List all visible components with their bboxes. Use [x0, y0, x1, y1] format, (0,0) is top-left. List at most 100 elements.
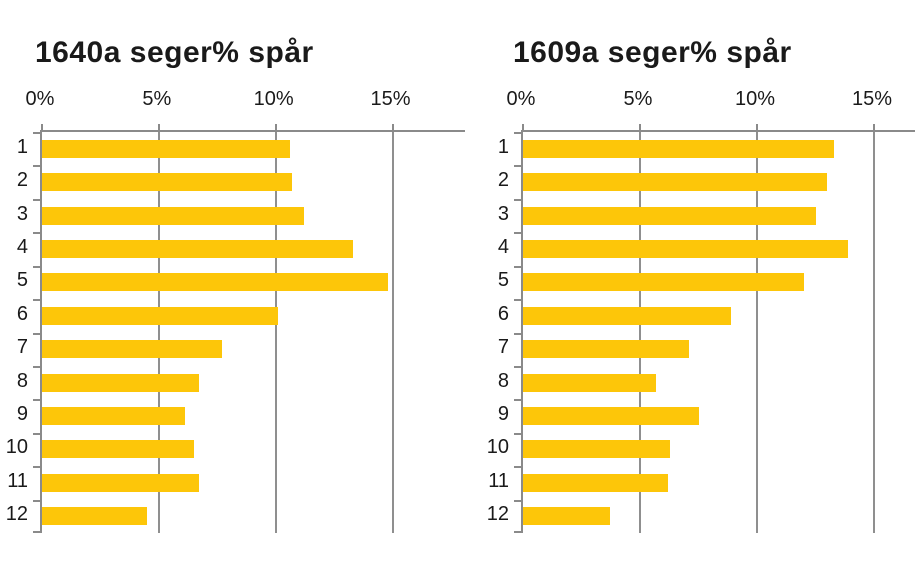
y-axis-tick — [514, 299, 523, 302]
y-axis-tick — [33, 432, 42, 435]
bar-track-11 — [523, 473, 669, 492]
category-label: 2 — [497, 169, 509, 192]
chart-title: 1640a seger% spår — [35, 36, 314, 69]
bar-track-10 — [523, 440, 671, 459]
category-label: 5 — [16, 269, 28, 292]
y-axis-tick — [514, 165, 523, 168]
x-tick-label: 5% — [142, 88, 172, 110]
category-label: 4 — [16, 235, 28, 258]
category-label: 6 — [497, 302, 509, 325]
x-tick-label: 0% — [25, 88, 55, 110]
category-label: 7 — [16, 336, 28, 359]
x-tick-label: 10% — [253, 88, 294, 110]
y-axis-tick — [33, 365, 42, 368]
bar-track-6 — [523, 306, 732, 325]
x-axis-tick — [873, 124, 876, 132]
category-label: 10 — [5, 436, 28, 459]
bar-track-12 — [523, 507, 610, 526]
gridline-10% — [274, 132, 277, 533]
bar-track-8 — [523, 373, 657, 392]
x-axis-tick — [274, 124, 277, 132]
y-axis-tick — [514, 365, 523, 368]
category-label: 7 — [497, 336, 509, 359]
bar-track-4 — [523, 239, 849, 258]
category-label: 3 — [497, 202, 509, 225]
plot-area — [514, 124, 915, 533]
y-axis-tick — [33, 399, 42, 402]
x-tick-label: 15% — [852, 88, 893, 110]
bar-track-4 — [42, 239, 353, 258]
bar-track-6 — [42, 306, 279, 325]
y-axis-tick — [33, 232, 42, 235]
bar-track-8 — [42, 373, 199, 392]
x-axis-tick — [41, 124, 43, 132]
category-label: 11 — [488, 469, 509, 492]
category-label: 6 — [16, 302, 28, 325]
bar-track-1 — [523, 139, 835, 158]
category-label: 9 — [497, 403, 509, 426]
bar-track-7 — [42, 340, 222, 359]
y-axis-tick — [33, 132, 42, 134]
bar-track-5 — [42, 273, 388, 292]
x-axis-tick — [756, 124, 759, 132]
y-axis-tick — [33, 198, 42, 201]
y-axis-tick — [514, 432, 523, 435]
category-label: 10 — [486, 436, 509, 459]
category-label: 4 — [497, 235, 509, 258]
y-axis-tick — [33, 299, 42, 302]
x-tick-label: 0% — [506, 88, 536, 110]
chart-title: 1609a seger% spår — [513, 36, 792, 69]
gridline-15% — [873, 132, 876, 533]
y-axis-tick — [33, 332, 42, 335]
bar-track-1 — [42, 139, 290, 158]
x-axis-tick — [522, 124, 524, 132]
y-axis-tick — [33, 265, 42, 268]
gridline-10% — [756, 132, 759, 533]
y-axis-tick — [514, 198, 523, 201]
bar-track-9 — [523, 407, 699, 426]
category-label: 3 — [16, 202, 28, 225]
category-label: 9 — [16, 403, 28, 426]
x-axis-tick — [639, 124, 641, 132]
gridline-5% — [157, 132, 160, 533]
y-axis-tick — [514, 232, 523, 235]
y-axis-tick — [514, 265, 523, 268]
category-label: 12 — [486, 503, 509, 526]
x-tick-label: 5% — [623, 88, 653, 110]
category-label: 12 — [5, 503, 28, 526]
bar-track-11 — [42, 473, 199, 492]
category-label: 1 — [16, 135, 28, 158]
y-axis-tick — [514, 132, 523, 134]
x-axis-tick — [157, 124, 160, 132]
bar-track-2 — [42, 173, 293, 192]
category-label: 1 — [497, 135, 509, 158]
x-axis-tick — [391, 124, 394, 132]
bar-track-2 — [523, 173, 828, 192]
bar-track-10 — [42, 440, 194, 459]
bar-track-3 — [523, 206, 816, 225]
bar-track-7 — [523, 340, 690, 359]
y-axis-tick — [514, 332, 523, 335]
x-tick-label: 10% — [735, 88, 776, 110]
category-label: 2 — [16, 169, 28, 192]
y-axis-tick — [514, 531, 523, 533]
y-axis-tick — [33, 499, 42, 502]
category-label: 5 — [497, 269, 509, 292]
bar-track-3 — [42, 206, 304, 225]
x-tick-label: 15% — [370, 88, 411, 110]
y-axis-tick — [514, 399, 523, 402]
y-axis-tick — [33, 466, 42, 469]
gridline-5% — [639, 132, 641, 533]
category-label: 8 — [497, 369, 509, 392]
plot-area — [33, 124, 465, 533]
bar-track-5 — [523, 273, 804, 292]
y-axis-tick — [514, 466, 523, 469]
y-axis-tick — [33, 165, 42, 168]
y-axis-tick — [33, 531, 42, 533]
bar-track-12 — [42, 507, 148, 526]
category-label: 8 — [16, 369, 28, 392]
bar-track-9 — [42, 407, 185, 426]
